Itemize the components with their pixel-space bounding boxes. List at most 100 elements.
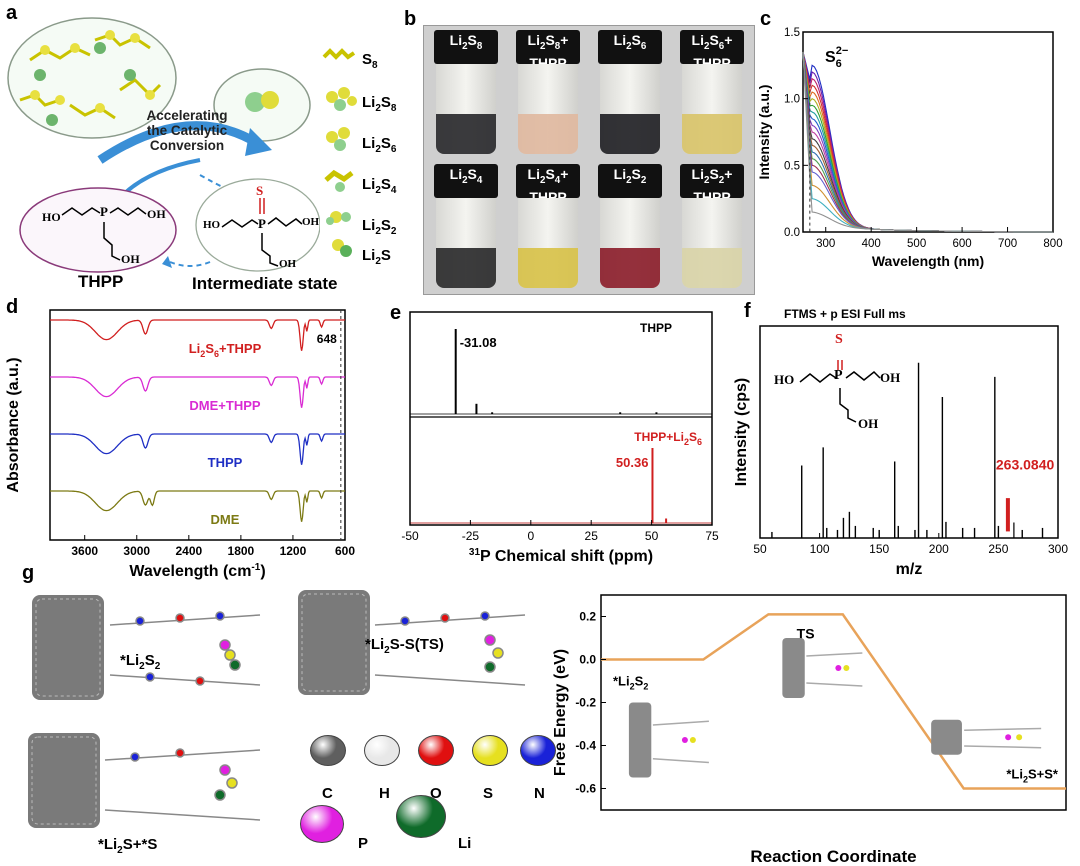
plot-frame	[49, 309, 346, 541]
ms-s-label: S	[835, 332, 843, 347]
thumb-nanotube-icon-2	[931, 719, 962, 755]
vial-liquid	[518, 248, 578, 288]
atom-s-icon	[472, 735, 508, 766]
t: P Chemical shift (ppm)	[480, 548, 653, 565]
sup: 31	[469, 547, 481, 558]
atom-li-label: Li	[458, 835, 472, 852]
x-tick-label: 3600	[71, 544, 98, 558]
molecule-chain-2	[374, 611, 526, 686]
atom-n-label: N	[534, 785, 545, 802]
thumb-phosphorus-icon	[835, 665, 842, 671]
ms-p-label: P	[834, 368, 843, 383]
legend-li2s: Li2S	[362, 247, 391, 267]
x-tick-label: 300	[1048, 542, 1068, 556]
intermediate-state-title: Intermediate state	[192, 274, 338, 293]
li2s8-molecule-icon	[326, 87, 357, 111]
y-axis-label: Intensity (cps)	[733, 378, 750, 486]
x-tick-label: 1800	[228, 544, 255, 558]
thumb-nanotube-icon-0	[628, 702, 652, 778]
vial-label: Li2S8	[449, 32, 483, 52]
inter-p-label: P	[258, 216, 266, 231]
t: S	[689, 430, 697, 444]
series-label-top: THPP	[640, 321, 672, 335]
atom-c-icon	[310, 735, 346, 766]
sub: 2	[643, 682, 648, 692]
atom-n-icon	[520, 735, 556, 766]
vial-glass	[436, 198, 496, 288]
panel-e-label: e	[390, 302, 402, 324]
vial-cap: Li2S2	[598, 164, 662, 198]
y-axis-label: Free Energy (eV)	[552, 649, 569, 776]
inter-oh-right-label: OH	[302, 216, 320, 228]
vial-liquid	[600, 114, 660, 154]
peak-label-bottom: 50.36	[616, 455, 649, 470]
vial-photo: Li2S8 Li2S8+ THPP Li2S6 Li2S6+ THPP Li2S4 Li2…	[423, 25, 755, 295]
plot-frame	[759, 325, 1059, 539]
x-tick-label: 400	[862, 238, 881, 250]
vial-4: Li2S4	[430, 164, 502, 290]
y-tick-label: -0.4	[575, 739, 596, 753]
x-tick-label: 700	[998, 238, 1017, 250]
t: S	[635, 674, 644, 689]
nmr-chart: -31.08 THPP 50.36 THPP+Li2S6 -50 -25 0 25 50 75 31…	[401, 311, 719, 565]
vial-label: Li2S4	[449, 166, 483, 186]
panel-a-label: a	[6, 2, 18, 24]
atom-c-label: C	[322, 785, 333, 802]
plot-frame	[600, 594, 1067, 811]
thumb-sulfur-icon	[843, 665, 850, 671]
vial-7: Li2S2+ THPP	[676, 164, 748, 290]
energy-label-start: *Li2S2	[613, 674, 648, 692]
atom-p-label: P	[358, 835, 369, 852]
ftir-trace-0	[50, 319, 345, 351]
structure-label-li2s2: *Li2S2	[120, 652, 161, 672]
vial-3: Li2S6+ THPP	[676, 30, 748, 156]
atom-o-label: O	[430, 785, 442, 802]
x-tick-label: 25	[585, 529, 599, 543]
thumb-phosphorus-icon	[1005, 734, 1012, 741]
vial-liquid	[682, 248, 742, 288]
energy-profile-line	[601, 613, 1066, 790]
x-tick-label: 800	[1043, 238, 1062, 250]
y-axis-label: Absorbance (a.u.)	[5, 357, 22, 492]
y-axis-label: Intensity (a.u.)	[756, 85, 772, 180]
trace-label-1: DME+THPP	[189, 398, 260, 413]
sup: -1	[251, 562, 260, 573]
t: S+S*	[1028, 767, 1059, 782]
x-tick-label: 1200	[280, 544, 307, 558]
thumb-phosphorus-icon	[681, 737, 688, 743]
vial-cap: Li2S4+ THPP	[516, 164, 580, 205]
x-tick-label: 2400	[175, 544, 202, 558]
vial-cap: Li2S8+ THPP	[516, 30, 580, 71]
annotation-648: 648	[317, 332, 337, 346]
x-axis-label: Wavelength (cm-1)	[129, 562, 265, 580]
vial-liquid	[436, 114, 496, 154]
dft-structures	[28, 590, 526, 828]
x-tick-label: 3000	[123, 544, 150, 558]
energy-label-end: *Li2S+S*	[1006, 767, 1059, 785]
vial-label: Li2S6	[613, 32, 647, 52]
molecule-chain-1	[109, 611, 261, 686]
vial-cap: Li2S8	[434, 30, 498, 64]
vial-glass	[436, 64, 496, 154]
x-axis-label: 31P Chemical shift (ppm)	[469, 547, 653, 565]
atom-s-label: S	[483, 785, 494, 802]
uv-vis-chart: 300 400 500 600 700 800 0.0 0.5 1.0 1.5 Wavelength…	[756, 27, 1063, 269]
sub: 6	[214, 349, 219, 359]
vial-liquid	[682, 114, 742, 154]
vial-2: Li2S6	[594, 30, 666, 156]
thpp-ho-label: HO	[42, 210, 61, 224]
ftir-trace-2	[50, 433, 345, 465]
thumb-chain	[964, 727, 1042, 731]
vial-glass	[600, 64, 660, 154]
thumb-chain	[652, 720, 709, 726]
mass-spec-chart: FTMS + p ESI Full ms 263.0840 50 100 150 200 2…	[733, 307, 1068, 578]
species-sup: 2−	[836, 45, 849, 57]
thpp-p-label: P	[100, 204, 108, 219]
x-tick-label: -50	[401, 529, 419, 543]
x-tick-label: 250	[988, 542, 1008, 556]
thumb-chain	[964, 745, 1042, 749]
ms-title: FTMS + p ESI Full ms	[784, 307, 906, 321]
vial-cap: Li2S4	[434, 164, 498, 198]
vial-glass	[518, 64, 578, 154]
thpp-oh-bottom-label: OH	[121, 252, 140, 266]
